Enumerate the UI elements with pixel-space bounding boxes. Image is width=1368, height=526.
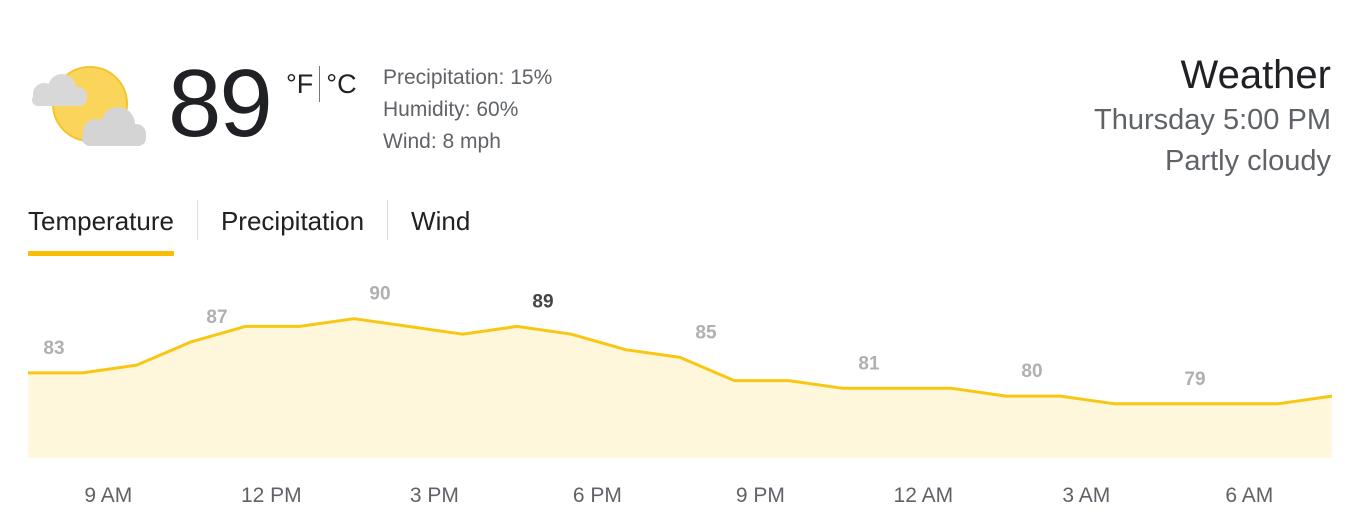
- x-tick-label: 6 PM: [573, 484, 622, 507]
- temperature-line: [28, 317, 1333, 406]
- temperature-point-label: 87: [206, 307, 227, 328]
- temperature-point-label: 79: [1184, 369, 1205, 390]
- temperature-area: [28, 318, 1332, 458]
- partly-cloudy-icon: [28, 64, 148, 150]
- unit-divider: [319, 66, 321, 102]
- x-tick-label: 3 PM: [410, 484, 459, 507]
- tab-temperature[interactable]: Temperature: [28, 200, 174, 256]
- weather-title: Weather: [1180, 53, 1331, 97]
- tab-precipitation[interactable]: Precipitation: [220, 206, 365, 236]
- weather-details: Precipitation: 15% Humidity: 60% Wind: 8…: [383, 62, 552, 158]
- weather-header: Weather Thursday 5:00 PM Partly cloudy: [1094, 50, 1331, 182]
- temperature-point-label: 80: [1021, 361, 1042, 382]
- temperature-point-label: 89: [532, 291, 553, 312]
- temperature-point-label: 81: [858, 353, 880, 374]
- current-temperature: 89: [168, 50, 273, 157]
- datetime-label: Thursday 5:00 PM: [1094, 104, 1331, 136]
- tab-divider: [196, 200, 198, 240]
- temperature-point-label: 83: [43, 338, 64, 359]
- temperature-chart: 83 87 90 89 85 81 80 79 9 AM 12 PM 3 PM 6 PM 9 PM 12 …: [28, 284, 1333, 507]
- unit-toggle: °F °C: [286, 66, 357, 102]
- wind-detail: Wind: 8 mph: [383, 130, 501, 153]
- temperature-point-label: 85: [695, 322, 717, 343]
- x-tick-label: 6 AM: [1225, 484, 1273, 507]
- fahrenheit-unit-button[interactable]: °F: [286, 69, 314, 99]
- x-tick-label: 12 AM: [894, 484, 954, 507]
- celsius-unit-button[interactable]: °C: [326, 69, 357, 99]
- x-tick-label: 9 PM: [736, 484, 785, 507]
- humidity-detail: Humidity: 60%: [383, 98, 519, 121]
- precipitation-detail: Precipitation: 15%: [383, 66, 553, 89]
- x-tick-label: 12 PM: [241, 484, 302, 507]
- condition-label: Partly cloudy: [1164, 145, 1331, 177]
- x-tick-label: 3 AM: [1062, 484, 1110, 507]
- x-tick-label: 9 AM: [84, 484, 132, 507]
- tab-divider: [387, 200, 389, 240]
- temperature-point-label: 90: [369, 284, 390, 305]
- chart-tabs: Temperature Precipitation Wind: [28, 200, 470, 258]
- tab-wind[interactable]: Wind: [411, 206, 471, 236]
